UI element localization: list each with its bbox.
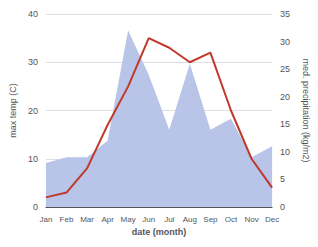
- svg-text:5: 5: [280, 174, 285, 184]
- svg-text:Oct: Oct: [225, 215, 238, 224]
- svg-text:Aug: Aug: [183, 215, 197, 224]
- svg-text:30: 30: [280, 37, 290, 47]
- svg-text:35: 35: [280, 9, 290, 19]
- svg-text:20: 20: [28, 106, 38, 116]
- svg-text:15: 15: [280, 119, 290, 129]
- svg-text:date (month): date (month): [132, 227, 187, 237]
- svg-text:10: 10: [28, 154, 38, 164]
- svg-text:Jan: Jan: [39, 215, 52, 224]
- svg-text:med. precipitation (kg/m2): med. precipitation (kg/m2): [301, 58, 311, 162]
- svg-text:Nov: Nov: [244, 215, 258, 224]
- svg-text:0: 0: [280, 202, 285, 212]
- svg-text:20: 20: [280, 92, 290, 102]
- svg-text:Apr: Apr: [101, 215, 114, 224]
- svg-text:25: 25: [280, 64, 290, 74]
- svg-text:Mar: Mar: [80, 215, 94, 224]
- svg-text:max temp (C): max temp (C): [8, 83, 18, 138]
- svg-text:Jun: Jun: [142, 215, 155, 224]
- svg-text:Feb: Feb: [60, 215, 74, 224]
- svg-text:0: 0: [33, 202, 38, 212]
- svg-text:Dec: Dec: [265, 215, 279, 224]
- svg-text:40: 40: [28, 9, 38, 19]
- svg-text:10: 10: [280, 147, 290, 157]
- svg-text:Jul: Jul: [164, 215, 174, 224]
- svg-text:30: 30: [28, 57, 38, 67]
- svg-text:May: May: [121, 215, 136, 224]
- svg-text:Sep: Sep: [203, 215, 218, 224]
